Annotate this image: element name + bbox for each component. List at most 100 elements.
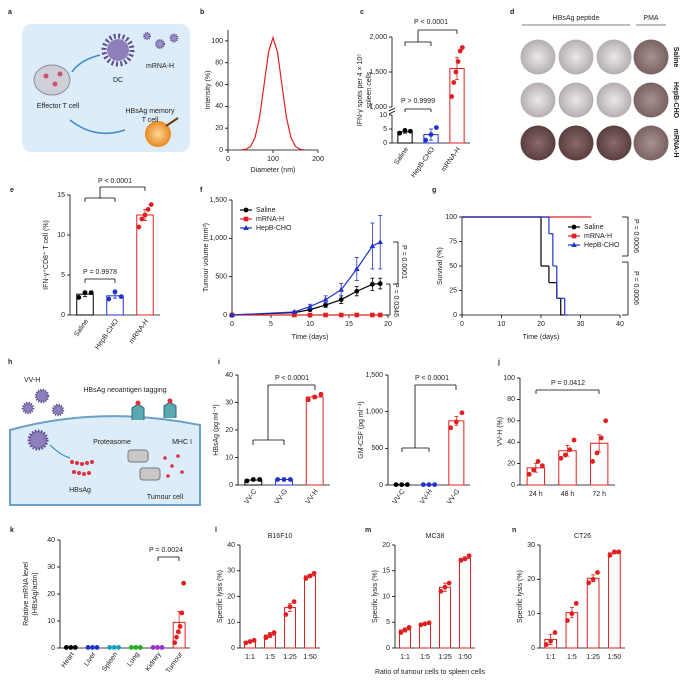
- y-axis-label: HBsAg (pg ml⁻¹): [213, 404, 220, 456]
- data-point: [312, 394, 318, 400]
- data-point: [603, 418, 609, 424]
- hbsag: [87, 471, 91, 475]
- data-point: [267, 632, 273, 638]
- x-tick-label: mRNA-H: [128, 318, 150, 345]
- y-axis-label: spleen cells: [366, 71, 373, 108]
- y-tick-label: 0: [61, 312, 65, 319]
- well-image: [596, 125, 632, 161]
- data-point: [565, 618, 570, 623]
- well-image: [520, 125, 556, 161]
- diagram-title: HBsAg neoantigen tagging: [83, 387, 166, 394]
- data-point: [451, 80, 457, 85]
- axis-break: [388, 107, 396, 112]
- bar: [439, 586, 451, 649]
- marker: [338, 312, 344, 318]
- data-point: [404, 482, 410, 488]
- data-point: [562, 452, 568, 458]
- x-tick-label: 200: [312, 156, 324, 163]
- marker: [369, 243, 376, 248]
- data-point: [271, 630, 277, 635]
- granule: [43, 73, 49, 79]
- y-tick-label: 0: [386, 645, 390, 652]
- marker: [322, 296, 329, 302]
- data-point: [174, 634, 179, 640]
- x-tick-label: Kidney: [145, 651, 163, 673]
- y-axis-label: GM-CSF (pg ml⁻¹): [358, 401, 365, 458]
- diagram-h: [9, 388, 201, 506]
- data-point: [76, 295, 82, 300]
- data-point: [243, 640, 249, 646]
- well-image: [596, 82, 632, 118]
- annotation: P = 0.0412: [551, 380, 585, 387]
- data-point: [569, 611, 575, 617]
- y-tick-label: 1,000: [365, 409, 383, 416]
- y-axis-label: Specific lysis (%): [517, 570, 524, 623]
- marker: [307, 312, 313, 318]
- data-point: [595, 570, 600, 575]
- data-point: [263, 635, 269, 641]
- peptide: [180, 470, 184, 474]
- data-point: [543, 642, 549, 647]
- data-point: [287, 477, 293, 482]
- diagram-label: VV-H: [24, 377, 40, 384]
- annotation: P = 0.0006: [632, 219, 639, 253]
- data-point: [453, 69, 459, 75]
- y-tick-label: 0: [223, 312, 227, 319]
- mhc-receptor: [163, 401, 177, 418]
- memory-t-cell: [145, 121, 171, 147]
- peptide: [163, 456, 167, 460]
- well-image: [558, 39, 594, 75]
- chart-title: B16F10: [268, 533, 293, 540]
- panel-label: h: [8, 359, 12, 366]
- data-point: [453, 419, 459, 425]
- y-tick-label: 20: [215, 125, 223, 132]
- diagram-a: [22, 24, 190, 152]
- marker: [377, 281, 383, 286]
- data-point: [118, 294, 124, 299]
- y-tick-label: 0: [231, 645, 235, 652]
- y-tick-label: 10: [527, 611, 535, 618]
- virus-particle: [34, 388, 50, 404]
- y-tick-label: 500: [215, 274, 227, 281]
- peptide: [166, 474, 170, 478]
- y-tick-label: 40: [227, 542, 235, 549]
- arrow: [71, 54, 101, 73]
- y-tick-label: 30: [227, 568, 235, 575]
- x-tick-label: VV-C: [243, 488, 258, 505]
- legend-label: HepB-CHO: [256, 225, 292, 232]
- diagram-label: Tumour cell: [147, 494, 184, 501]
- data-point: [423, 137, 429, 143]
- x-tick-label: Saline: [73, 318, 90, 338]
- x-tick-label: 1:1: [546, 654, 556, 661]
- x-tick-label: 100: [267, 156, 279, 163]
- marker: [571, 242, 577, 247]
- presented-peptide: [135, 400, 141, 406]
- marker: [243, 225, 249, 230]
- data-point: [459, 45, 465, 50]
- dendritic-cell: [107, 39, 129, 61]
- proteasome: [127, 449, 149, 463]
- y-tick-label: 0: [229, 482, 233, 489]
- y-tick-label: 10: [382, 593, 390, 600]
- data-point: [458, 558, 464, 563]
- panel-label: e: [10, 187, 14, 194]
- x-tick-label: 24 h: [529, 491, 543, 498]
- x-axis-label: Time (days): [292, 334, 329, 341]
- data-point: [159, 645, 165, 650]
- background: [22, 24, 190, 152]
- x-tick-label: 0: [460, 321, 464, 328]
- x-tick-label: VV-H: [419, 488, 434, 505]
- y-axis-label: Specific lysis (%): [372, 570, 379, 623]
- y-tick-label: 5: [386, 619, 390, 626]
- well-image: [633, 125, 669, 161]
- data-point: [72, 645, 78, 650]
- y-tick-label: 40: [507, 439, 515, 446]
- y-axis-label: (HBsAg/actin): [32, 572, 39, 615]
- data-point: [85, 645, 91, 650]
- y-axis-label: IFN-γ spots per 4 × 10⁵: [357, 54, 364, 126]
- marker: [377, 312, 383, 318]
- data-point: [90, 645, 95, 650]
- annotation: P = 0.0001: [400, 245, 407, 279]
- bar: [136, 214, 154, 316]
